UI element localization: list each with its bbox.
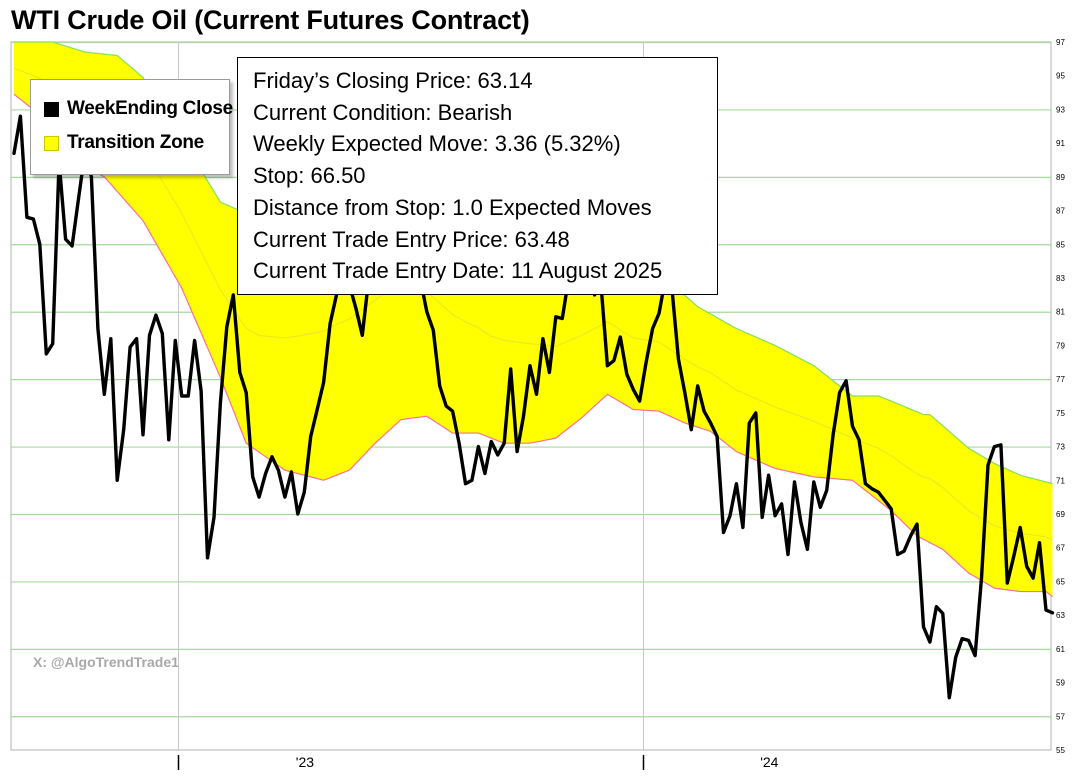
y-tick-label: 81: [1056, 308, 1065, 317]
y-tick-label: 65: [1056, 577, 1065, 586]
legend-swatch-close: [44, 101, 59, 117]
zone-lower-edge: [13, 93, 1053, 598]
y-tick-label: 87: [1056, 207, 1065, 216]
info-distance-from-stop: Distance from Stop: 1.0 Expected Moves: [253, 194, 652, 220]
x-tick-label: '23: [296, 754, 314, 770]
y-tick-label: 59: [1056, 679, 1065, 688]
y-tick-label: 73: [1056, 443, 1065, 452]
y-tick-label: 93: [1056, 105, 1065, 114]
close-price-line: [12, 114, 1055, 700]
y-tick-label: 83: [1056, 274, 1065, 283]
chart-title: WTI Crude Oil (Current Futures Contract): [11, 5, 530, 35]
info-box: Friday’s Closing Price: 63.14 Current Co…: [237, 57, 718, 295]
legend-label-close: WeekEnding Close: [67, 98, 233, 119]
y-tick-label: 77: [1056, 375, 1065, 384]
y-tick-label: 85: [1056, 240, 1065, 249]
watermark: X: @AlgoTrendTrade1: [33, 654, 179, 670]
y-tick-label: 89: [1056, 173, 1065, 182]
y-tick-label: 95: [1056, 72, 1065, 81]
y-tick-label: 71: [1056, 476, 1065, 485]
y-tick-label: 61: [1056, 645, 1065, 654]
y-tick-label: 69: [1056, 510, 1065, 519]
y-tick-label: 91: [1056, 139, 1065, 148]
info-stop: Stop: 66.50: [253, 163, 366, 189]
info-entry-date: Current Trade Entry Date: 11 August 2025: [253, 258, 663, 284]
info-entry-price: Current Trade Entry Price: 63.48: [253, 226, 570, 252]
info-current-condition: Current Condition: Bearish: [253, 99, 513, 125]
info-closing-price: Friday’s Closing Price: 63.14: [253, 68, 533, 93]
y-tick-label: 63: [1056, 611, 1065, 620]
y-tick-label: 75: [1056, 409, 1065, 418]
legend-label-zone: Transition Zone: [67, 132, 204, 153]
y-tick-label: 67: [1056, 544, 1065, 553]
y-tick-label: 57: [1056, 712, 1065, 721]
info-expected-move: Weekly Expected Move: 3.36 (5.32%): [253, 131, 621, 157]
weekending-close-series: [12, 114, 1055, 700]
x-tick-label: '24: [760, 754, 778, 770]
legend-item-close: WeekEnding Close: [44, 98, 233, 120]
y-tick-label: 79: [1056, 341, 1065, 350]
legend: WeekEnding Close Transition Zone: [30, 79, 233, 175]
y-tick-label: 55: [1056, 746, 1065, 755]
legend-item-zone: Transition Zone: [44, 132, 204, 154]
y-tick-label: 97: [1056, 38, 1065, 47]
axes: 55 57 59 61 63 65 67 69 71 73 75 77 79 81 83 85 87 89 91 93…: [177, 38, 1065, 770]
legend-swatch-zone: [44, 135, 59, 151]
zone-midline: [13, 67, 1053, 541]
